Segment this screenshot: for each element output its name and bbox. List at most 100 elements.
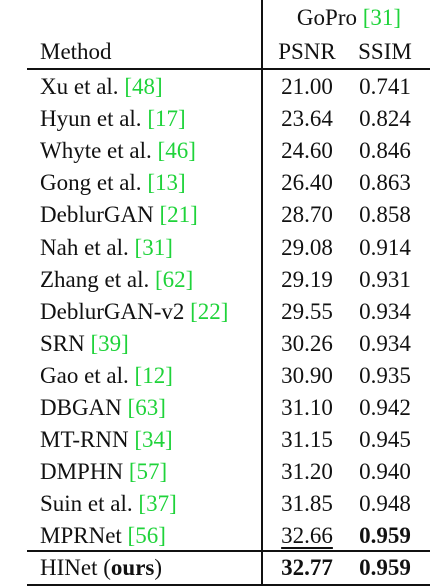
- table-row: DeblurGAN-v2 [22] 29.55 0.934: [0, 295, 435, 329]
- psnr-cell: 31.10: [281, 395, 333, 420]
- ssim-cell: 0.935: [359, 362, 411, 388]
- psnr-cell: 32.66: [281, 523, 333, 549]
- method-citation: [37]: [138, 491, 177, 517]
- dataset-header: GoPro [31]: [268, 1, 430, 35]
- method-column-header: Method: [40, 39, 112, 64]
- ssim-cell: 0.858: [359, 202, 411, 228]
- table-row: Gong et al. [13] 26.40 0.863: [0, 166, 435, 200]
- method-cell: Nah et al. [31]: [40, 231, 173, 265]
- header-group-row: GoPro [31]: [0, 1, 435, 35]
- table-row: SRN [39] 30.26 0.934: [0, 327, 435, 361]
- method-name: Xu et al.: [40, 74, 119, 99]
- psnr-cell: 21.00: [281, 74, 333, 99]
- method-name: Gao et al.: [40, 362, 129, 388]
- method-citation: [63]: [127, 395, 166, 420]
- method-name: Gong et al.: [40, 170, 142, 196]
- table-row: DBGAN [63] 31.10 0.942: [0, 391, 435, 425]
- method-cell: DMPHN [57]: [40, 455, 167, 489]
- psnr-cell: 31.15: [281, 427, 333, 453]
- ours-separator-rule: [27, 550, 430, 552]
- bottom-rule: [27, 584, 430, 586]
- psnr-cell: 29.55: [281, 298, 333, 324]
- psnr-cell: 31.20: [281, 459, 333, 485]
- method-citation: [31]: [134, 234, 173, 260]
- ssim-cell: 0.934: [359, 298, 411, 324]
- header-columns-row: Method PSNR SSIM: [0, 35, 435, 69]
- ours-method-name: HINet: [40, 555, 98, 580]
- method-name: DeblurGAN-v2: [40, 298, 185, 324]
- column-divider: [261, 0, 263, 586]
- table-row: Zhang et al. [62] 29.19 0.931: [0, 263, 435, 297]
- method-name: DBGAN: [40, 395, 122, 420]
- method-cell: Gao et al. [12]: [40, 359, 173, 393]
- method-cell: MPRNet [56]: [40, 519, 166, 553]
- method-name: Zhang et al.: [40, 266, 150, 292]
- ssim-cell: 0.914: [359, 234, 411, 260]
- method-name: Nah et al.: [40, 234, 129, 260]
- ssim-cell: 0.931: [359, 266, 411, 292]
- table-row: Hyun et al. [17] 23.64 0.824: [0, 102, 435, 136]
- psnr-cell: 28.70: [281, 202, 333, 228]
- ssim-cell: 0.942: [359, 395, 411, 420]
- method-citation: [56]: [127, 523, 166, 549]
- method-citation: [13]: [147, 170, 186, 196]
- method-cell: DBGAN [63]: [40, 391, 166, 425]
- ours-method: HINet (ours): [40, 555, 163, 580]
- method-cell: Whyte et al. [46]: [40, 134, 196, 168]
- ssim-cell: 0.948: [359, 491, 411, 517]
- method-citation: [12]: [134, 362, 173, 388]
- method-citation: [57]: [128, 459, 168, 485]
- dataset-name: GoPro: [296, 5, 357, 30]
- ssim-cell: 0.846: [359, 138, 411, 164]
- psnr-cell: 30.90: [281, 362, 333, 388]
- psnr-cell: 29.19: [281, 266, 333, 292]
- method-name: MPRNet: [40, 523, 122, 549]
- table-row: Nah et al. [31] 29.08 0.914: [0, 231, 435, 265]
- ours-tag: ours: [110, 555, 155, 580]
- table-row: MT-RNN [34] 31.15 0.945: [0, 423, 435, 457]
- table-row: Xu et al. [48] 21.00 0.741: [0, 70, 435, 104]
- method-cell: DeblurGAN [21]: [40, 198, 198, 232]
- ssim-cell: 0.741: [359, 74, 411, 99]
- psnr-cell: 26.40: [281, 170, 333, 196]
- psnr-column-header: PSNR: [278, 39, 336, 64]
- dataset-citation: [31]: [362, 5, 402, 30]
- ours-row: HINet (ours) 32.77 0.959: [0, 551, 435, 585]
- table-row: Whyte et al. [46] 24.60 0.846: [0, 134, 435, 168]
- psnr-cell: 24.60: [281, 138, 333, 164]
- ssim-cell: 0.824: [359, 106, 411, 132]
- method-citation: [34]: [134, 427, 173, 453]
- ssim-cell: 0.940: [359, 459, 411, 485]
- method-cell: Suin et al. [37]: [40, 487, 177, 521]
- table-row: Gao et al. [12] 30.90 0.935: [0, 359, 435, 393]
- method-name: Suin et al.: [40, 491, 133, 517]
- method-cell: MT-RNN [34]: [40, 423, 173, 457]
- method-name: MT-RNN: [40, 427, 129, 453]
- method-name: DMPHN: [40, 459, 124, 485]
- ssim-column-header: SSIM: [358, 39, 412, 64]
- header-rule: [27, 68, 430, 70]
- method-cell: SRN [39]: [40, 327, 129, 361]
- method-cell: Hyun et al. [17]: [40, 102, 186, 136]
- method-cell: DeblurGAN-v2 [22]: [40, 295, 228, 329]
- psnr-cell: 31.85: [281, 491, 333, 517]
- method-citation: [46]: [157, 138, 196, 164]
- psnr-cell: 23.64: [281, 106, 333, 132]
- method-name: SRN: [40, 330, 85, 356]
- method-citation: [48]: [124, 74, 163, 99]
- method-cell: Xu et al. [48]: [40, 70, 163, 104]
- ssim-cell: 0.934: [359, 330, 411, 356]
- ours-psnr: 32.77: [281, 555, 333, 580]
- ssim-cell: 0.945: [359, 427, 411, 453]
- ours-ssim: 0.959: [359, 555, 411, 580]
- method-citation: [22]: [190, 298, 229, 324]
- method-cell: Gong et al. [13]: [40, 166, 186, 200]
- table-row: Suin et al. [37] 31.85 0.948: [0, 487, 435, 521]
- method-citation: [62]: [154, 266, 194, 292]
- psnr-cell: 30.26: [281, 330, 333, 356]
- ssim-cell: 0.863: [359, 170, 411, 196]
- table-row: DMPHN [57] 31.20 0.940: [0, 455, 435, 489]
- method-citation: [17]: [147, 106, 186, 132]
- method-name: Whyte et al.: [40, 138, 152, 164]
- psnr-cell: 29.08: [281, 234, 333, 260]
